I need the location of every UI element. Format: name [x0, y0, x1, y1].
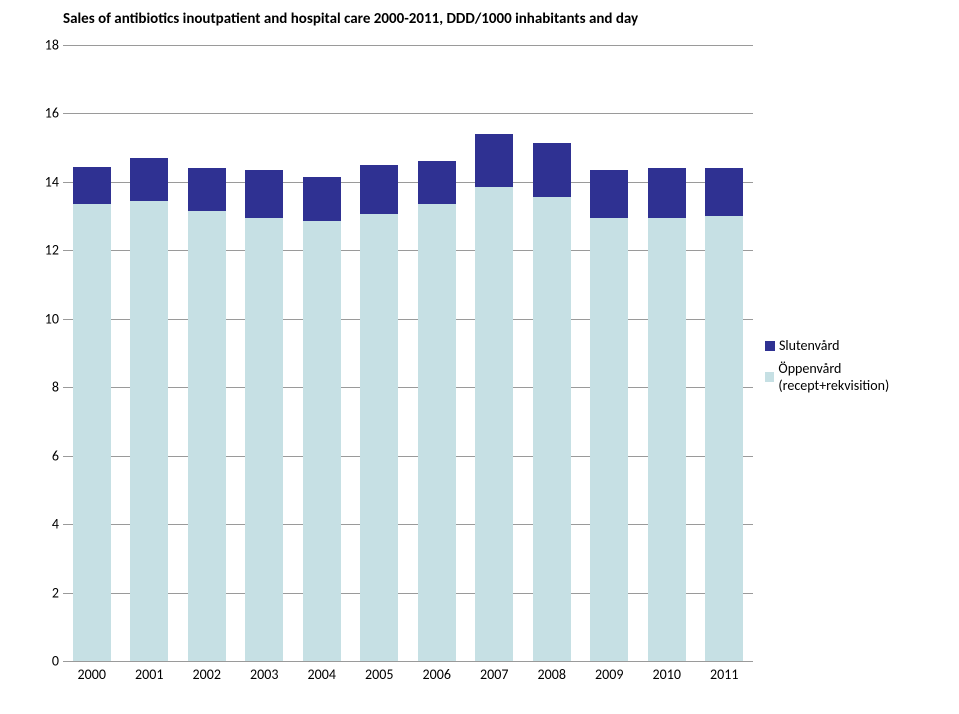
x-tick-label: 2002 [193, 666, 221, 683]
y-tick-label: 14 [39, 173, 59, 190]
bar-segment [303, 177, 341, 221]
bars-container [63, 45, 753, 661]
x-tick-label: 2005 [365, 666, 393, 683]
y-tick-label: 4 [39, 516, 59, 533]
bar-segment [73, 204, 111, 661]
bar-segment [475, 134, 513, 187]
bar-segment [73, 167, 111, 205]
y-tick-label: 16 [39, 105, 59, 122]
x-tick-label: 2010 [653, 666, 681, 683]
chart-area: DDD/1000 inhabitants and day 02468101214… [15, 45, 945, 705]
legend-item: Öppenvård (recept+rekvisition) [765, 360, 945, 394]
y-tick-label: 0 [39, 653, 59, 670]
bar-segment [533, 143, 571, 198]
bar-segment [303, 221, 341, 661]
bar-segment [418, 204, 456, 661]
y-tick-label: 6 [39, 447, 59, 464]
plot-region: 0246810121416182000200120022003200420052… [63, 45, 753, 661]
legend-item: Slutenvård [765, 337, 945, 354]
bar-segment [188, 168, 226, 211]
bar-segment [705, 216, 743, 661]
bar-segment [648, 168, 686, 218]
x-tick-label: 2009 [595, 666, 623, 683]
x-tick-label: 2008 [538, 666, 566, 683]
x-tick-label: 2006 [423, 666, 451, 683]
x-tick-label: 2007 [480, 666, 508, 683]
x-tick-label: 2001 [135, 666, 163, 683]
x-tick-label: 2000 [78, 666, 106, 683]
x-tick-label: 2004 [308, 666, 336, 683]
bar-segment [648, 218, 686, 661]
y-tick-label: 12 [39, 242, 59, 259]
bar-segment [475, 187, 513, 661]
y-tick-label: 18 [39, 37, 59, 54]
legend: Slutenvård Öppenvård (recept+rekvisition) [765, 337, 945, 400]
legend-swatch [765, 372, 774, 382]
bar-segment [705, 168, 743, 216]
bar-segment [360, 165, 398, 215]
legend-swatch [765, 341, 775, 351]
gridline [63, 661, 753, 662]
y-tick-label: 2 [39, 584, 59, 601]
bar-segment [590, 170, 628, 218]
chart-title: Sales of antibiotics inoutpatient and ho… [63, 10, 638, 28]
bar-segment [130, 201, 168, 661]
x-tick-label: 2003 [250, 666, 278, 683]
y-tick-label: 10 [39, 310, 59, 327]
bar-segment [188, 211, 226, 661]
bar-segment [533, 197, 571, 661]
bar-segment [360, 214, 398, 661]
y-tick-label: 8 [39, 379, 59, 396]
legend-label: Slutenvård [779, 337, 840, 354]
x-tick-label: 2011 [710, 666, 738, 683]
bar-segment [245, 170, 283, 218]
bar-segment [418, 161, 456, 204]
bar-segment [245, 218, 283, 661]
bar-segment [590, 218, 628, 661]
legend-label: Öppenvård (recept+rekvisition) [778, 360, 945, 394]
bar-segment [130, 158, 168, 201]
